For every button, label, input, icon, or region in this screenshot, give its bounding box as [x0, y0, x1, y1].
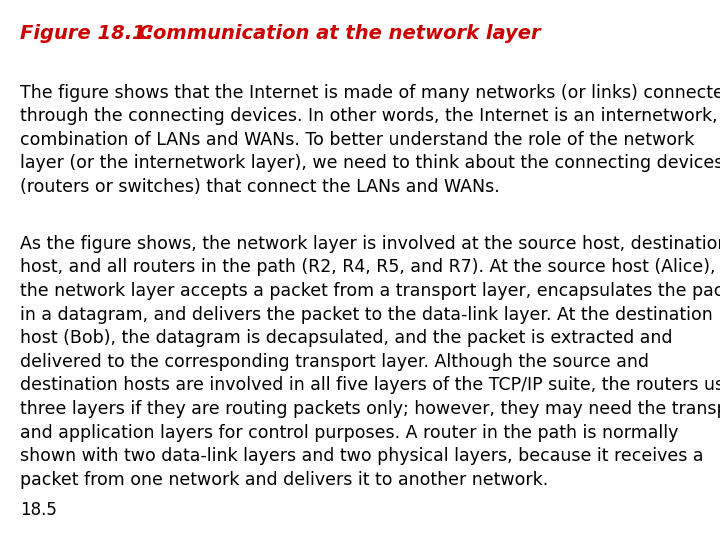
Text: 18.5: 18.5	[20, 502, 57, 519]
Text: Communication at the network layer: Communication at the network layer	[132, 24, 541, 43]
Text: As the figure shows, the network layer is involved at the source host, destinati: As the figure shows, the network layer i…	[20, 235, 720, 489]
Text: The figure shows that the Internet is made of many networks (or links) connected: The figure shows that the Internet is ma…	[20, 84, 720, 196]
Text: Figure 18.1:: Figure 18.1:	[20, 24, 153, 43]
